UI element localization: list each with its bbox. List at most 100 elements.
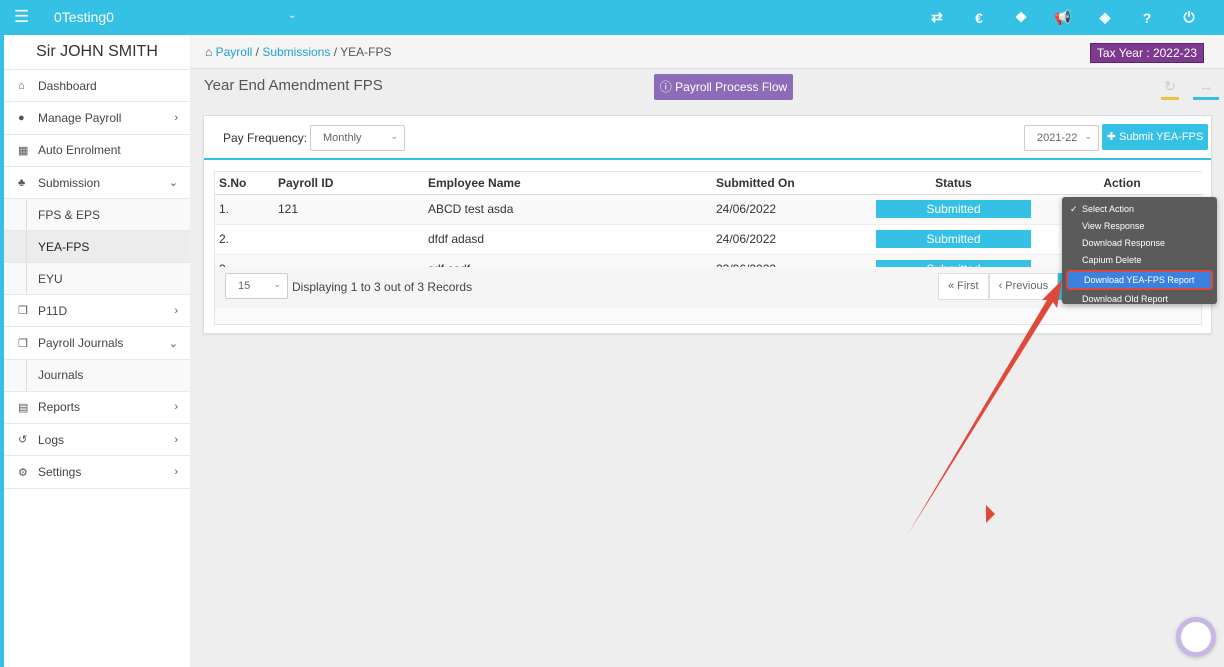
sidebar-item-yea-fps[interactable]: YEA-FPS bbox=[4, 231, 190, 264]
user-name: Sir JOHN SMITH bbox=[4, 35, 190, 70]
chevron-down-icon: ⌄ bbox=[1084, 131, 1092, 141]
cell-payroll-id bbox=[278, 224, 428, 255]
chevron-right-icon: › bbox=[174, 401, 178, 414]
col-status: Status bbox=[866, 172, 1041, 195]
page-title: Year End Amendment FPS bbox=[204, 77, 383, 94]
chevron-down-icon: ⌄ bbox=[390, 131, 398, 141]
report-icon: ▤ bbox=[18, 401, 29, 414]
menu-item-capium-delete[interactable]: Capium Delete bbox=[1082, 255, 1142, 265]
grid-icon: ▦ bbox=[18, 144, 29, 157]
chevron-down-icon[interactable]: ⌄ bbox=[288, 10, 297, 21]
menu-item-select-action[interactable]: ✓ Select Action bbox=[1062, 201, 1217, 218]
pay-frequency-label: Pay Frequency: bbox=[223, 131, 308, 145]
chat-widget-icon[interactable] bbox=[1176, 617, 1216, 657]
cell-status: Submitted bbox=[866, 194, 1041, 225]
sidebar-item-manage-payroll[interactable]: ● Manage Payroll › bbox=[4, 102, 190, 135]
sidebar-item-payroll-journals[interactable]: ❐ Payroll Journals ⌄ bbox=[4, 327, 190, 360]
pay-frequency-select[interactable]: Monthly ⌄ bbox=[310, 125, 405, 151]
tax-year-badge: Tax Year : 2022-23 bbox=[1089, 43, 1204, 63]
sidebar-item-label: P11D bbox=[38, 303, 68, 318]
button-label: Submit YEA-FPS bbox=[1119, 131, 1204, 143]
sidebar-item-settings[interactable]: ⚙ Settings › bbox=[4, 456, 190, 489]
cell-sno: 2. bbox=[215, 224, 278, 255]
menu-icon[interactable]: ☰ bbox=[14, 7, 30, 26]
info-icon: ⓘ bbox=[659, 80, 672, 94]
currency-icon[interactable]: € bbox=[975, 9, 983, 26]
sidebar-item-label: FPS & EPS bbox=[38, 207, 101, 222]
ticket-icon[interactable]: ◈ bbox=[1099, 9, 1111, 25]
first-page-button[interactable]: « First bbox=[938, 273, 989, 300]
cell-employee-name: ABCD test asda bbox=[428, 194, 716, 225]
tax-year-select[interactable]: 2021-22 ⌄ bbox=[1024, 125, 1099, 151]
menu-item-download-yea-fps-report[interactable]: Download YEA-FPS Report bbox=[1066, 270, 1213, 290]
sidebar-item-label: Journals bbox=[38, 368, 84, 383]
check-icon: ✓ bbox=[1070, 204, 1078, 214]
breadcrumb-separator: / bbox=[255, 45, 259, 59]
sidebar-item-fps-eps[interactable]: FPS & EPS bbox=[4, 199, 190, 232]
table-row: 2. dfdf adasd 24/06/2022 Submitted bbox=[215, 224, 1203, 255]
help-icon[interactable]: ? bbox=[1142, 9, 1152, 26]
history-icon: ↺ bbox=[18, 434, 28, 447]
menu-item-view-response[interactable]: View Response bbox=[1082, 221, 1145, 231]
chevron-right-icon: › bbox=[174, 304, 178, 317]
status-badge: Submitted bbox=[876, 230, 1031, 248]
menu-item-download-response[interactable]: Download Response bbox=[1082, 238, 1166, 248]
expand-icon[interactable]: ↔ bbox=[1193, 78, 1219, 100]
page-size-select[interactable]: 15 ⌄ bbox=[225, 273, 288, 299]
sidebar-item-dashboard[interactable]: ⌂ Dashboard bbox=[4, 70, 190, 103]
sidebar-item-label: Submission bbox=[38, 175, 101, 190]
sidebar-item-auto-enrolment[interactable]: ▦ Auto Enrolment bbox=[4, 135, 190, 167]
sidebar-item-label: Reports bbox=[38, 400, 81, 415]
sidebar-item-label: Logs bbox=[38, 432, 65, 447]
submit-yea-fps-button[interactable]: ✚ Submit YEA-FPS bbox=[1102, 124, 1208, 150]
col-submitted-on: Submitted On bbox=[716, 172, 866, 195]
home-icon[interactable]: ⌂ bbox=[205, 45, 213, 59]
table-row: 1. 121 ABCD test asda 24/06/2022 Submitt… bbox=[215, 194, 1203, 225]
col-sno: S.No bbox=[215, 172, 278, 195]
submissions-panel: Pay Frequency: Monthly ⌄ 2021-22 ⌄ ✚ Sub… bbox=[203, 115, 1212, 334]
company-name[interactable]: 0Testing0 bbox=[54, 9, 114, 25]
users-icon: ♣ bbox=[18, 176, 26, 189]
table-header-row: S.No Payroll ID Employee Name Submitted … bbox=[215, 172, 1203, 195]
sidebar-item-label: EYU bbox=[38, 271, 63, 286]
select-value: Monthly bbox=[323, 132, 362, 144]
breadcrumb-separator: / bbox=[333, 45, 338, 59]
sidebar-item-logs[interactable]: ↺ Logs › bbox=[4, 424, 190, 457]
megaphone-icon[interactable]: 📢 bbox=[1054, 9, 1072, 25]
previous-page-button[interactable]: ‹ Previous bbox=[988, 273, 1059, 300]
filter-bar: Pay Frequency: Monthly ⌄ 2021-22 ⌄ ✚ Sub… bbox=[204, 116, 1211, 160]
cell-employee-name: dfdf adasd bbox=[428, 224, 716, 255]
select-value: 15 bbox=[238, 280, 251, 292]
power-icon[interactable]: ⏻ bbox=[1183, 9, 1195, 25]
breadcrumb-submissions[interactable]: Submissions bbox=[262, 45, 331, 59]
sidebar-item-label: Settings bbox=[38, 465, 82, 480]
status-badge: Submitted bbox=[876, 200, 1031, 218]
swap-icon[interactable]: ⇄ bbox=[931, 9, 943, 25]
home-icon: ⌂ bbox=[18, 79, 25, 92]
cubes-icon[interactable]: ❖ bbox=[1014, 9, 1028, 25]
chevron-right-icon: › bbox=[174, 466, 178, 479]
gear-icon: ⚙ bbox=[18, 466, 28, 479]
record-count: Displaying 1 to 3 out of 3 Records bbox=[292, 280, 473, 294]
cell-payroll-id: 121 bbox=[278, 194, 428, 225]
button-label: Payroll Process Flow bbox=[675, 80, 788, 94]
cell-submitted-on: 24/06/2022 bbox=[716, 194, 866, 225]
breadcrumb: ⌂ Payroll / Submissions / YEA-FPS bbox=[205, 45, 392, 59]
sidebar-item-eyu[interactable]: EYU bbox=[4, 263, 190, 296]
cell-submitted-on: 24/06/2022 bbox=[716, 224, 866, 255]
sidebar-item-p11d[interactable]: ❐ P11D › bbox=[4, 295, 190, 328]
chevron-right-icon: › bbox=[174, 111, 178, 124]
refresh-icon[interactable]: ↻ bbox=[1161, 78, 1179, 100]
payroll-process-flow-button[interactable]: ⓘ Payroll Process Flow bbox=[654, 74, 793, 100]
sidebar: Sir JOHN SMITH ⌂ Dashboard ● Manage Payr… bbox=[0, 35, 190, 667]
sidebar-item-reports[interactable]: ▤ Reports › bbox=[4, 392, 190, 425]
submissions-table-wrap: S.No Payroll ID Employee Name Submitted … bbox=[214, 171, 1203, 325]
cell-sno: 1. bbox=[215, 194, 278, 225]
breadcrumb-payroll[interactable]: Payroll bbox=[215, 45, 253, 59]
menu-item-label: Select Action bbox=[1082, 204, 1135, 214]
sidebar-item-journals[interactable]: Journals bbox=[4, 359, 190, 392]
copy-icon: ❐ bbox=[18, 337, 28, 350]
sidebar-item-label: Manage Payroll bbox=[38, 110, 122, 125]
sidebar-item-submission[interactable]: ♣ Submission ⌄ bbox=[4, 167, 190, 200]
menu-item-download-old-report[interactable]: Download Old Report bbox=[1082, 294, 1169, 304]
